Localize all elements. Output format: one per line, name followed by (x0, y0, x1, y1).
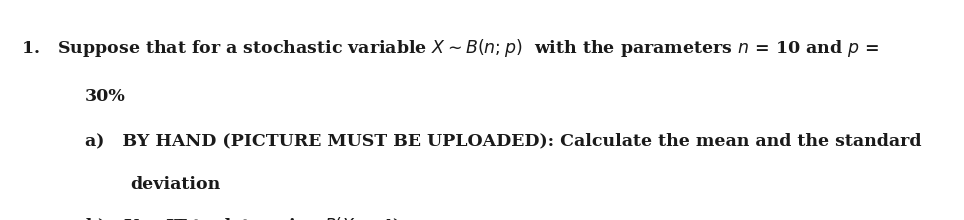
Text: 30%: 30% (85, 88, 125, 105)
Text: deviation: deviation (130, 176, 221, 193)
Text: 1.   Suppose that for a stochastic variable $X{\sim}B(n;p)$  with the parameters: 1. Suppose that for a stochastic variabl… (21, 37, 879, 59)
Text: b)   Use IT to determine $P(X$ = 4).: b) Use IT to determine $P(X$ = 4). (85, 216, 407, 220)
Text: a)   BY HAND (PICTURE MUST BE UPLOADED): Calculate the mean and the standard: a) BY HAND (PICTURE MUST BE UPLOADED): C… (85, 132, 922, 149)
